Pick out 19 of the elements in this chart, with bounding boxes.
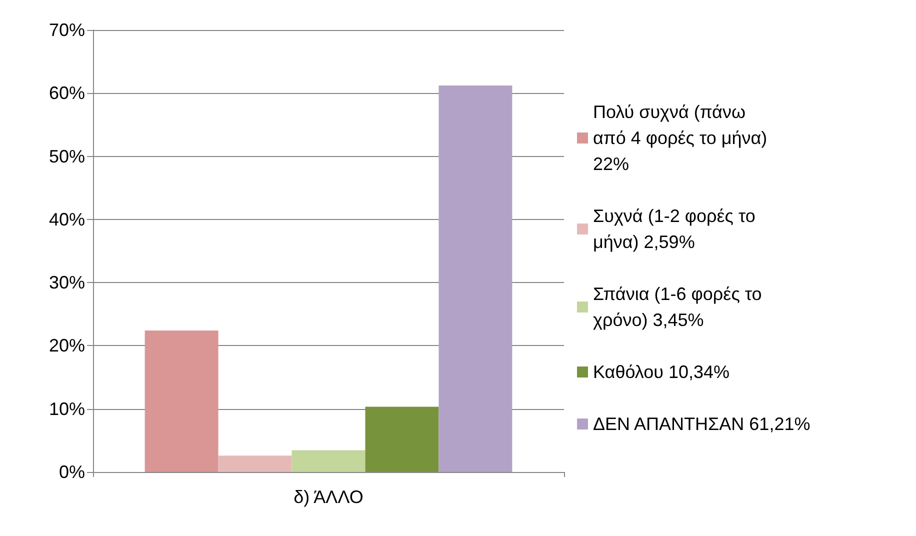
- bar: [292, 450, 366, 472]
- y-tick-label: 50%: [48, 146, 85, 166]
- y-tick-label: 30%: [48, 272, 85, 293]
- y-tick-label: 20%: [48, 336, 85, 356]
- y-tick-label: 0%: [58, 462, 85, 482]
- bar: [365, 406, 439, 472]
- legend-label: Σπάνια (1-6 φορές το χρόνο) 3,45%: [593, 284, 767, 330]
- bar: [438, 86, 512, 472]
- legend-label: Πολύ συχνά (πάνω από 4 φορές το μήνα) 22%: [593, 102, 772, 174]
- bar: [218, 456, 292, 472]
- legend-label: Συχνά (1-2 φορές το μήνα) 2,59%: [593, 206, 760, 252]
- y-tick-label: 40%: [48, 209, 85, 230]
- y-tick-label: 70%: [48, 20, 85, 40]
- y-tick-label: 60%: [48, 83, 85, 104]
- x-tick-label: δ) ΆΛΛΟ: [294, 487, 364, 507]
- legend-label: Καθόλου 10,34%: [593, 362, 730, 382]
- y-tick-label: 10%: [48, 398, 85, 419]
- bar: [144, 330, 218, 472]
- legend-label: ΔΕΝ ΑΠΑΝΤΗΣΑΝ 61,21%: [593, 414, 810, 434]
